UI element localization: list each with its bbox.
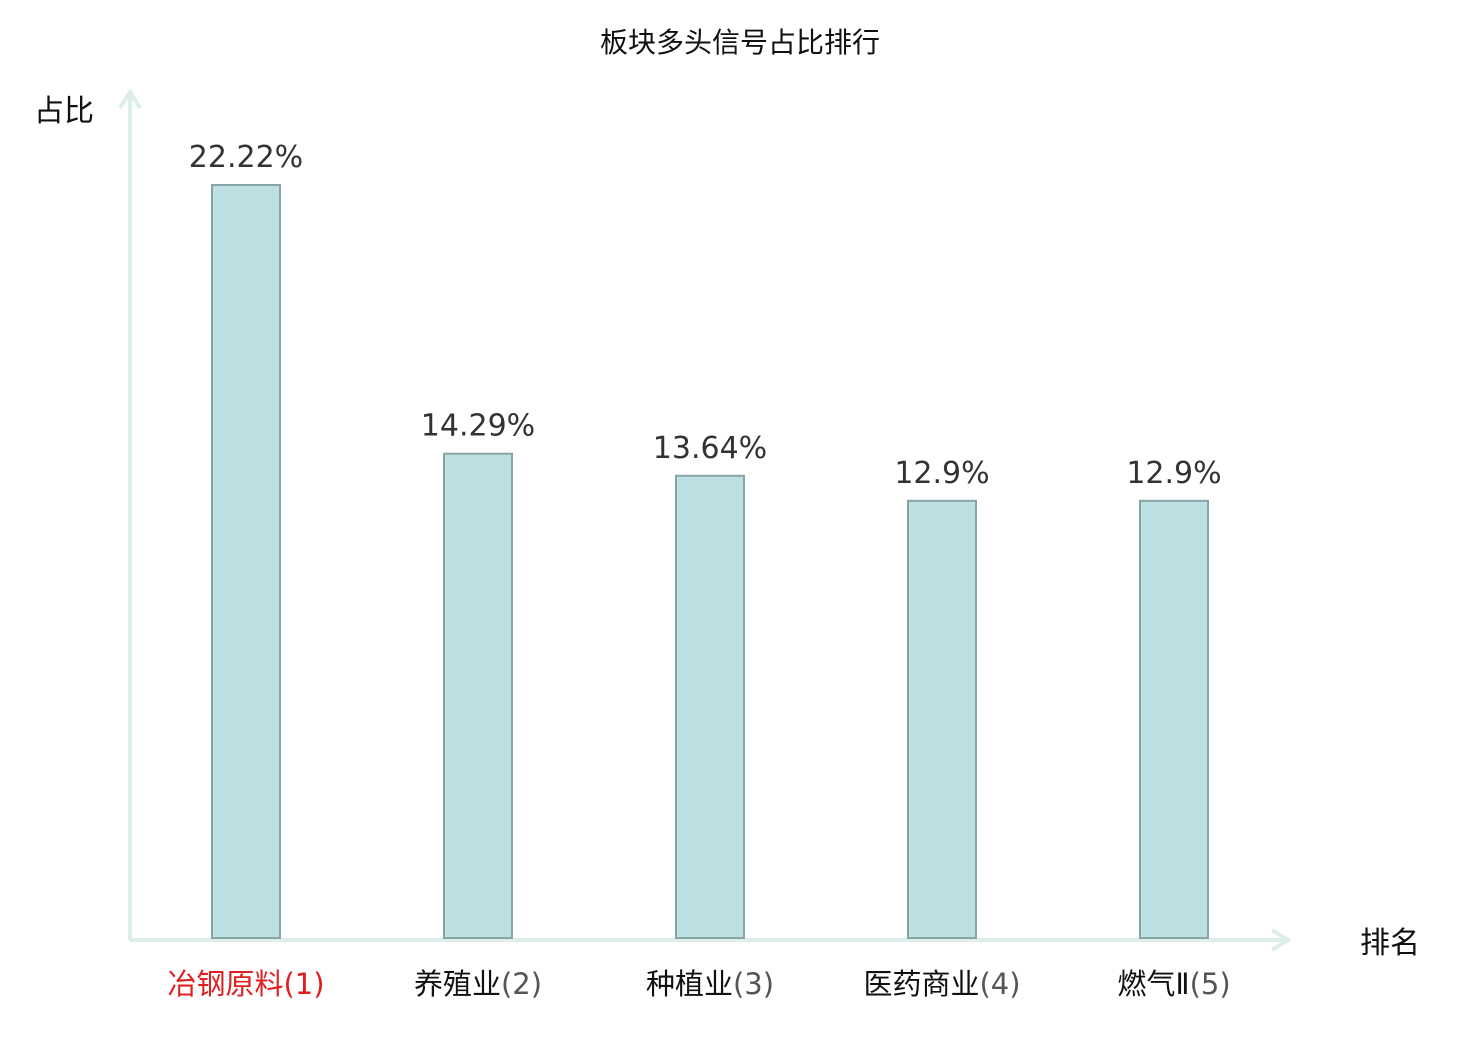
x-tick-labels: 冶钢原料(1) 养殖业(2) 种植业(3) 医药商业(4) 燃气Ⅱ(5) (167, 967, 1230, 1001)
x-axis-label: 排名 (1360, 926, 1420, 961)
data-label-4: 12.9% (894, 456, 989, 491)
x-tick-rank-4: (4) (979, 967, 1020, 1001)
x-axis-arrow (1270, 928, 1292, 952)
x-tick-label-5: 燃气Ⅱ(5) (1117, 967, 1230, 1001)
bar-4 (907, 499, 977, 939)
data-label-1: 22.22% (189, 140, 303, 175)
bar-1 (211, 184, 281, 939)
x-tick-name-5: 燃气Ⅱ (1117, 967, 1189, 1001)
x-tick-name-3: 种植业 (646, 967, 733, 1001)
bar-3 (675, 474, 745, 939)
x-tick-label-3: 种植业(3) (646, 967, 774, 1001)
x-tick-name-4: 医药商业 (863, 967, 979, 1001)
y-axis (118, 88, 142, 940)
data-label-2: 14.29% (421, 409, 535, 444)
bar-2 (443, 452, 513, 939)
x-tick-label-1: 冶钢原料(1) (167, 967, 324, 1001)
x-tick-rank-2: (2) (501, 967, 542, 1001)
x-tick-rank-1: (1) (283, 967, 324, 1001)
chart-title: 板块多头信号占比排行 (600, 26, 880, 59)
x-tick-rank-5: (5) (1190, 967, 1231, 1001)
x-axis (130, 928, 1292, 952)
x-tick-label-4: 医药商业(4) (863, 967, 1020, 1001)
y-axis-arrow (118, 88, 142, 110)
data-label-5: 12.9% (1126, 456, 1221, 491)
bar-5 (1139, 499, 1209, 939)
y-axis-label: 占比 (34, 94, 94, 129)
bars (211, 184, 1209, 939)
x-tick-name-1: 冶钢原料 (167, 967, 283, 1001)
data-label-3: 13.64% (653, 431, 767, 466)
x-tick-label-2: 养殖业(2) (414, 967, 542, 1001)
x-tick-name-2: 养殖业 (414, 967, 501, 1001)
x-tick-rank-3: (3) (733, 967, 774, 1001)
data-labels: 22.22% 14.29% 13.64% 12.9% 12.9% (189, 140, 1222, 491)
